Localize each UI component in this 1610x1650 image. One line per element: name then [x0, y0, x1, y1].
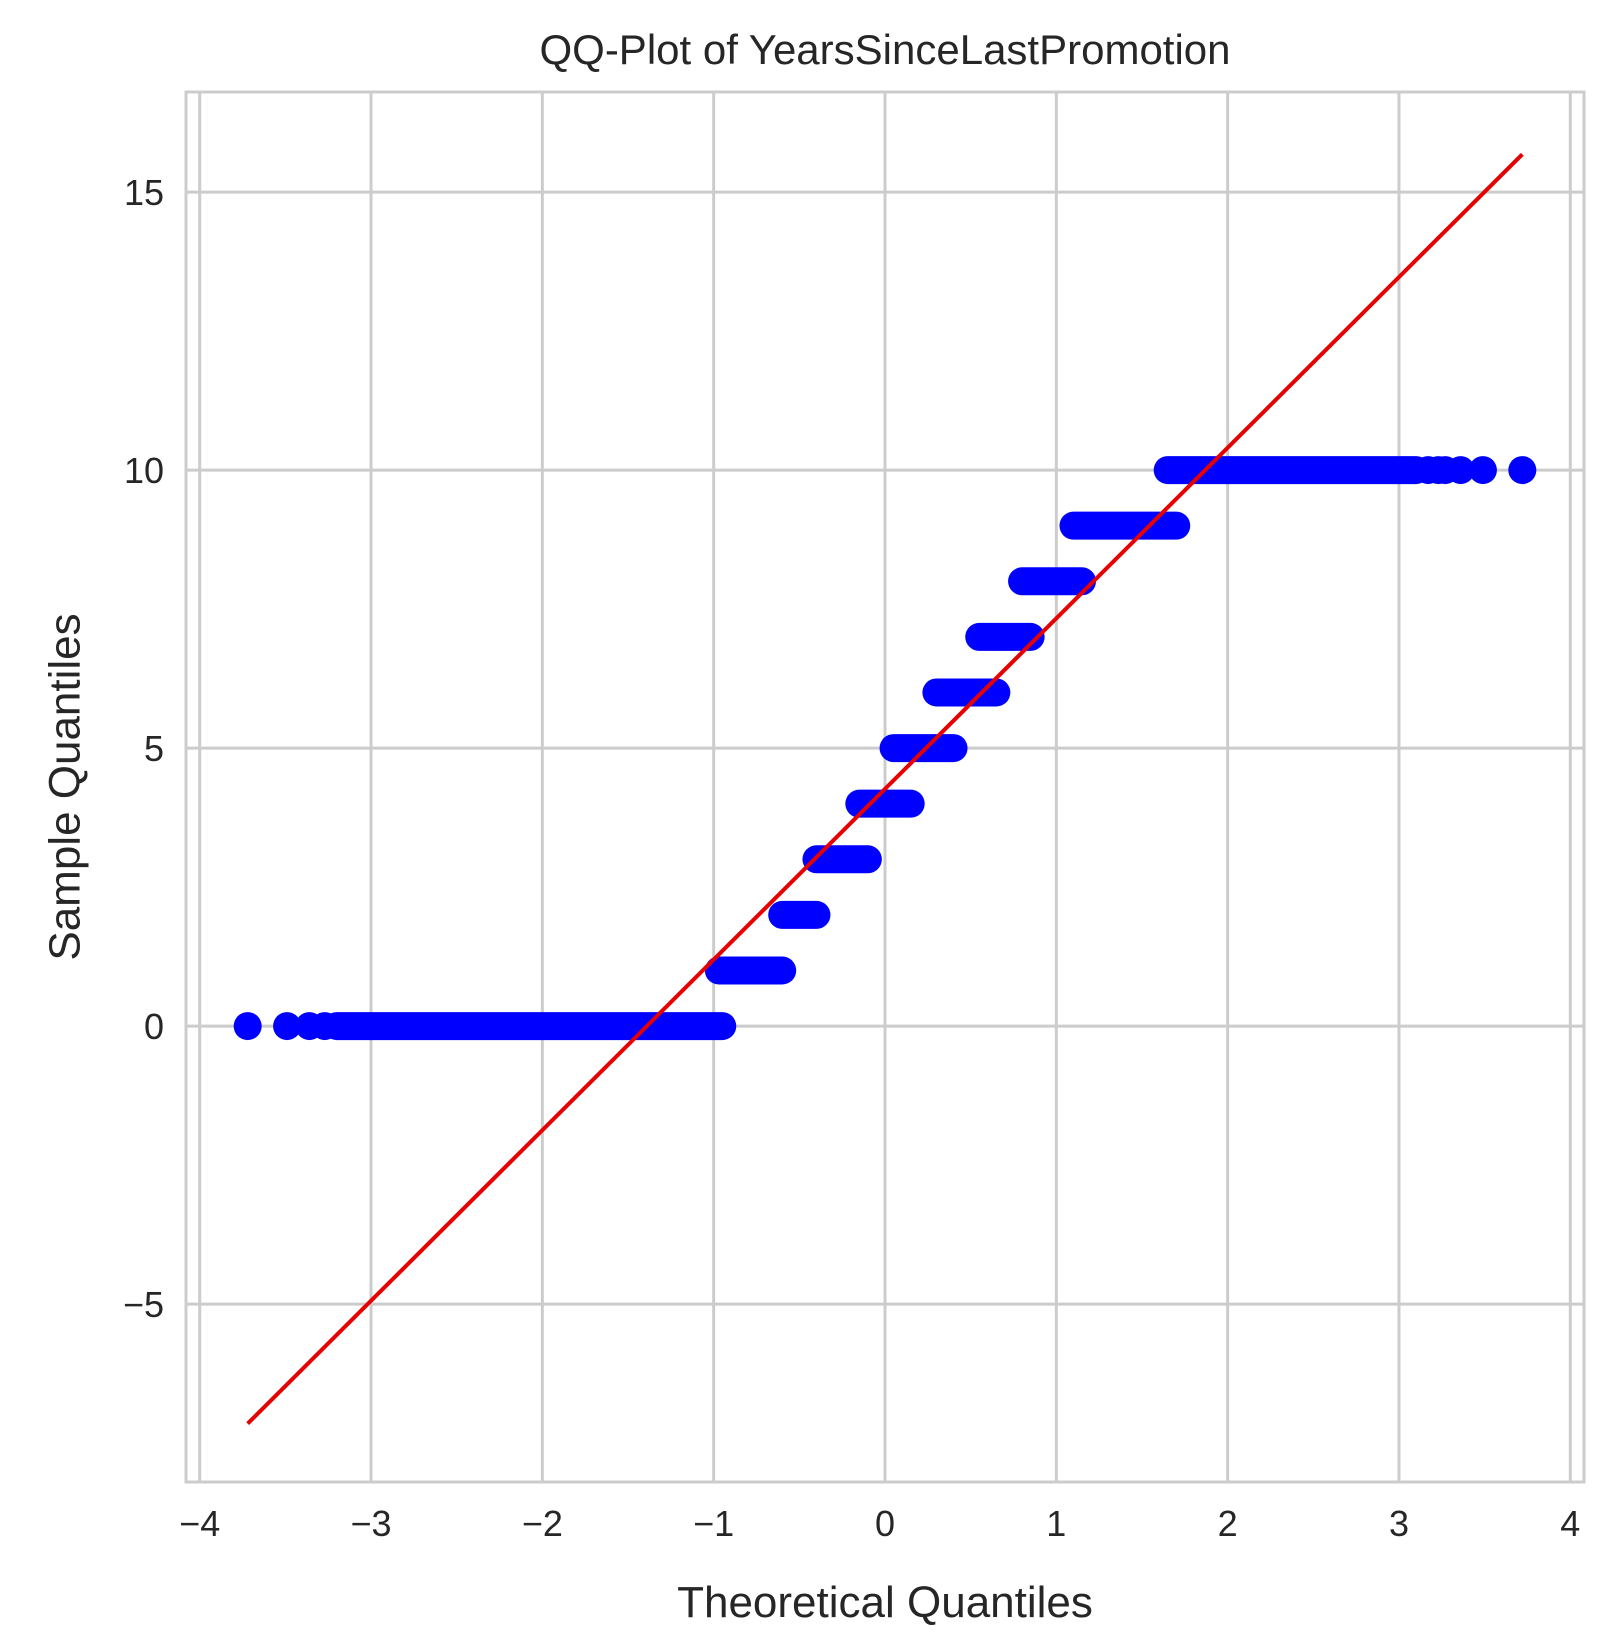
point-run-9 [1059, 511, 1191, 540]
plot-frame [184, 90, 1586, 1484]
reference-line-group [246, 152, 1524, 1426]
reference-line [246, 152, 1524, 1426]
x-tick-label: 4 [1560, 1503, 1580, 1544]
sample-point [273, 1012, 302, 1041]
sample-point [310, 1012, 339, 1041]
point-run-10 [1153, 456, 1431, 485]
y-tick-label: 0 [144, 1006, 164, 1047]
y-tick-label: 5 [144, 728, 164, 769]
point-run-2 [768, 900, 831, 929]
sample-point [1446, 456, 1475, 485]
x-tick-label: −1 [693, 1503, 734, 1544]
point-run-4 [845, 789, 925, 818]
x-tick-label: 3 [1389, 1503, 1409, 1544]
point-run-7 [965, 622, 1045, 651]
point-run-1 [704, 956, 797, 985]
point-run-6 [922, 678, 1011, 707]
sample-point [1508, 456, 1537, 485]
x-tick-label: −3 [351, 1503, 392, 1544]
y-tick-label: 15 [124, 172, 164, 213]
sample-point [1468, 456, 1497, 485]
sample-point [233, 1012, 262, 1041]
y-axis-label: Sample Quantiles [40, 613, 89, 960]
x-tick-label: −4 [179, 1503, 220, 1544]
y-tick-label: 10 [124, 450, 164, 491]
x-tick-label: 2 [1218, 1503, 1238, 1544]
y-tick-label: −5 [123, 1284, 164, 1325]
x-tick-label: 1 [1046, 1503, 1066, 1544]
point-run-0 [322, 1012, 737, 1041]
chart-title: QQ-Plot of YearsSinceLastPromotion [539, 26, 1230, 73]
tick-labels: −4 −3 −2 −1 0 1 2 3 4 −5 0 5 10 15 [123, 172, 1580, 1544]
point-run-8 [1008, 567, 1097, 596]
x-tick-label: −2 [522, 1503, 563, 1544]
x-axis-label: Theoretical Quantiles [677, 1578, 1093, 1627]
x-tick-label: 0 [875, 1503, 895, 1544]
